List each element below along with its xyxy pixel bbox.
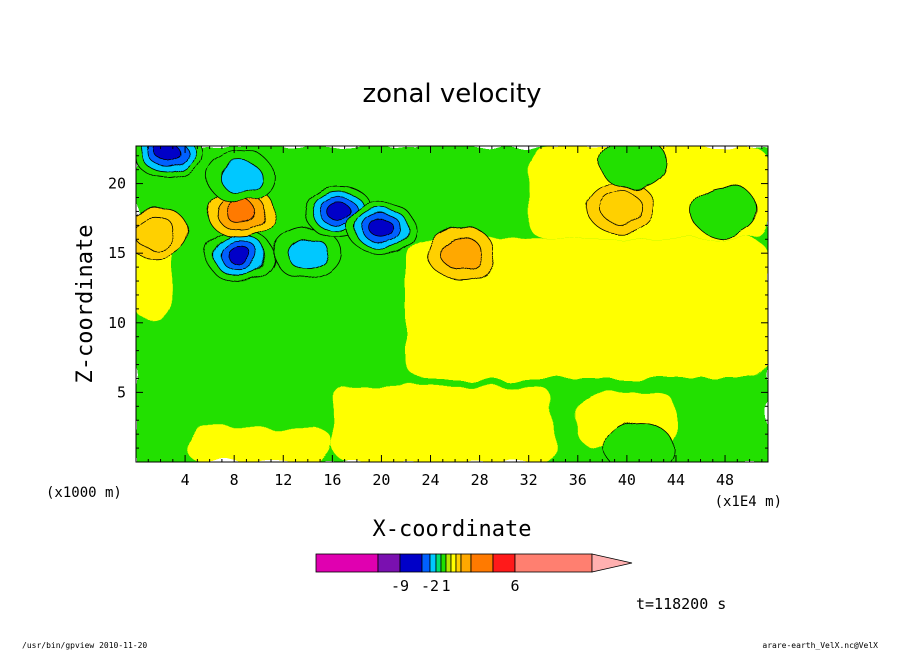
y-tick-label: 5 bbox=[117, 383, 126, 401]
colorbar-swatch bbox=[440, 553, 447, 573]
contour-region bbox=[326, 201, 351, 221]
colorbar-label: -9 bbox=[391, 577, 409, 595]
x-tick-label: 44 bbox=[667, 471, 685, 489]
x-tick-label: 48 bbox=[716, 471, 734, 489]
colorbar-swatch bbox=[421, 553, 431, 573]
x-axis-label: X-coordinate bbox=[373, 517, 532, 542]
y-axis: 5 10 15 20 bbox=[108, 155, 768, 449]
colorbar-swatch bbox=[514, 553, 593, 573]
x-tick-label: 12 bbox=[274, 471, 292, 489]
colorbar-swatch bbox=[377, 553, 401, 573]
colorbar-swatch bbox=[445, 553, 452, 573]
contour-region bbox=[439, 236, 483, 270]
footer-program-date: /usr/bin/gpview 2010-11-20 bbox=[22, 641, 148, 650]
y-axis-label: Z-coordinate bbox=[73, 225, 98, 384]
colorbar-label: 6 bbox=[510, 577, 519, 595]
contour-region bbox=[218, 160, 262, 194]
x-axis-unit-left: (x1000 m) bbox=[46, 485, 122, 501]
plot-frame bbox=[135, 145, 769, 463]
velocity-field bbox=[136, 146, 768, 462]
x-tick-label: 8 bbox=[230, 471, 239, 489]
contour-region bbox=[599, 190, 643, 224]
colorbar-label: -2 bbox=[421, 577, 439, 595]
field-band bbox=[185, 427, 333, 462]
x-axis-unit-right: (x1E4 m) bbox=[715, 494, 782, 510]
chart-title: zonal velocity bbox=[362, 79, 541, 109]
colorbar-swatch bbox=[460, 553, 472, 573]
x-axis: 4 8 12 16 20 24 28 32 36 40 44 48 bbox=[147, 146, 763, 489]
x-tick-label: 36 bbox=[569, 471, 587, 489]
contour-region bbox=[604, 421, 674, 462]
time-label: t=118200 s bbox=[636, 595, 726, 613]
y-tick-label: 10 bbox=[108, 314, 126, 332]
y-tick-label: 20 bbox=[108, 175, 126, 193]
colorbar-swatch bbox=[450, 553, 457, 573]
y-tick-label: 15 bbox=[108, 244, 126, 262]
footer-file-variable: arare-earth_VelX.nc@VelX bbox=[762, 641, 878, 650]
contour-region bbox=[369, 218, 394, 238]
colorbar-arrow bbox=[591, 553, 633, 573]
field-band bbox=[332, 385, 554, 462]
contour-region bbox=[690, 185, 760, 238]
contour-region bbox=[136, 215, 176, 249]
colorbar-swatch bbox=[429, 553, 437, 573]
x-tick-label: 40 bbox=[618, 471, 636, 489]
field-band bbox=[136, 239, 173, 323]
x-tick-label: 28 bbox=[471, 471, 489, 489]
x-tick-label: 32 bbox=[520, 471, 538, 489]
contour-region bbox=[228, 246, 253, 266]
colorbar-swatch bbox=[315, 553, 379, 573]
colorbar: -9 -2 1 6 bbox=[315, 553, 633, 595]
x-tick-label: 20 bbox=[372, 471, 390, 489]
colorbar-swatch bbox=[492, 553, 516, 573]
colorbar-swatch bbox=[435, 553, 442, 573]
colorbar-swatch bbox=[455, 553, 462, 573]
contour-region bbox=[224, 199, 256, 224]
x-tick-label: 4 bbox=[181, 471, 190, 489]
x-tick-label: 24 bbox=[421, 471, 439, 489]
colorbar-label: 1 bbox=[441, 577, 450, 595]
contour-region bbox=[598, 146, 668, 190]
x-tick-label: 16 bbox=[323, 471, 341, 489]
colorbar-swatch bbox=[399, 553, 423, 573]
contour-region bbox=[154, 146, 179, 162]
colorbar-swatch bbox=[470, 553, 494, 573]
contour-region bbox=[286, 236, 330, 270]
field-band bbox=[405, 239, 768, 379]
